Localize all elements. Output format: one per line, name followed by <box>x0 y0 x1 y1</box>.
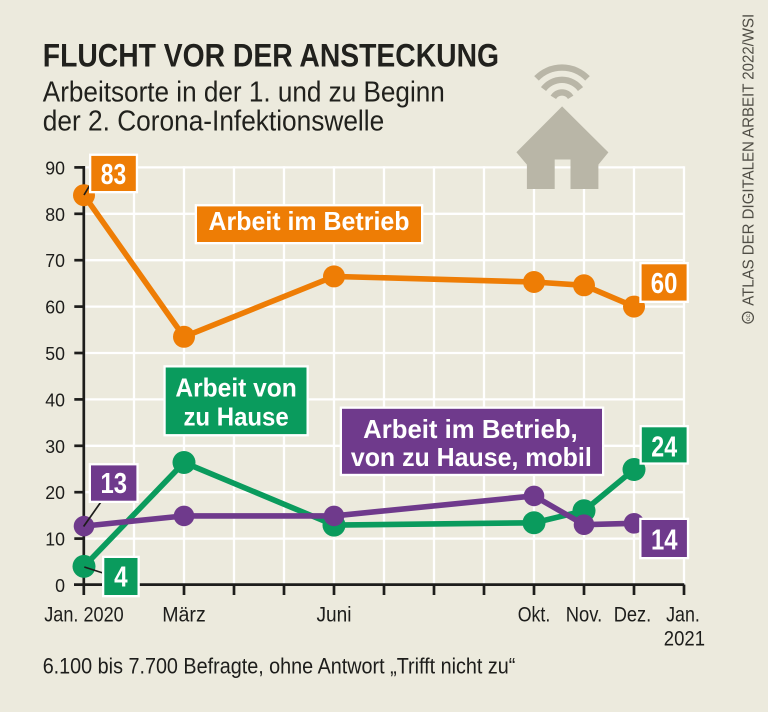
svg-text:24: 24 <box>651 432 677 464</box>
svg-text:Nov.: Nov. <box>566 602 602 627</box>
svg-text:60: 60 <box>651 268 678 300</box>
svg-text:ATLAS DER DIGITALEN ARBEIT 202: ATLAS DER DIGITALEN ARBEIT 2022/WSI <box>741 14 758 306</box>
svg-text:0: 0 <box>55 576 65 596</box>
svg-text:70: 70 <box>45 251 65 271</box>
svg-text:4: 4 <box>114 562 128 594</box>
svg-text:von zu Hause, mobil: von zu Hause, mobil <box>351 442 592 472</box>
svg-text:80: 80 <box>45 205 65 225</box>
svg-text:Juni: Juni <box>317 602 352 627</box>
svg-text:20: 20 <box>45 483 65 503</box>
svg-text:FLUCHT VOR DER ANSTECKUNG: FLUCHT VOR DER ANSTECKUNG <box>43 37 499 73</box>
svg-text:2021: 2021 <box>664 626 705 651</box>
svg-text:Jan. 2020: Jan. 2020 <box>44 602 124 627</box>
svg-text:der 2. Corona-Infektionswelle: der 2. Corona-Infektionswelle <box>43 106 384 138</box>
svg-text:Jan.: Jan. <box>666 602 700 627</box>
svg-text:Dez.: Dez. <box>614 602 652 627</box>
svg-text:Arbeit im Betrieb,: Arbeit im Betrieb, <box>363 414 578 444</box>
svg-text:14: 14 <box>651 525 678 557</box>
svg-text:Arbeit im Betrieb: Arbeit im Betrieb <box>209 206 410 236</box>
svg-text:83: 83 <box>101 159 126 191</box>
svg-text:Okt.: Okt. <box>518 602 551 627</box>
svg-text:6.100 bis 7.700 Befragte, ohne: 6.100 bis 7.700 Befragte, ohne Antwort „… <box>43 653 516 678</box>
svg-text:90: 90 <box>45 158 65 178</box>
svg-text:40: 40 <box>45 390 65 410</box>
svg-text:50: 50 <box>45 344 65 364</box>
svg-text:60: 60 <box>45 298 65 318</box>
svg-text:zu Hause: zu Hause <box>183 402 288 432</box>
svg-text:13: 13 <box>100 468 127 500</box>
svg-text:Arbeitsorte in der 1. und zu B: Arbeitsorte in der 1. und zu Beginn <box>43 77 445 109</box>
svg-text:10: 10 <box>45 530 65 550</box>
svg-text:Arbeit von: Arbeit von <box>175 373 296 403</box>
svg-text:cc: cc <box>745 313 752 321</box>
svg-text:März: März <box>162 602 206 627</box>
svg-text:30: 30 <box>45 437 65 457</box>
